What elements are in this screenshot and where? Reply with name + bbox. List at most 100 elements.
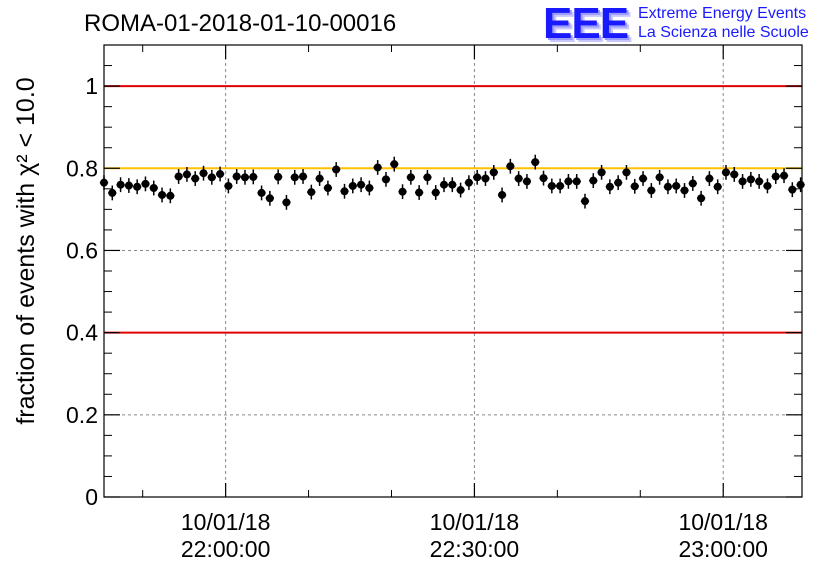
data-point bbox=[414, 185, 424, 200]
data-point bbox=[448, 177, 457, 193]
data-point bbox=[738, 174, 747, 189]
logo-line-2: La Scienza nelle Scuole bbox=[638, 24, 809, 41]
point-marker bbox=[373, 163, 382, 172]
data-point bbox=[506, 158, 515, 174]
data-point bbox=[663, 179, 673, 195]
plot-frame bbox=[103, 44, 803, 498]
point-marker bbox=[141, 179, 150, 188]
point-marker bbox=[697, 194, 706, 203]
point-marker bbox=[174, 172, 183, 181]
data-point bbox=[788, 182, 797, 198]
data-point bbox=[398, 184, 407, 200]
data-point bbox=[348, 178, 357, 194]
data-point bbox=[705, 171, 714, 186]
data-point bbox=[481, 171, 490, 186]
data-point bbox=[406, 169, 415, 185]
data-point bbox=[655, 169, 664, 185]
data-point bbox=[232, 169, 241, 184]
x-tick-date-label: 10/01/18 bbox=[678, 509, 768, 535]
data-point bbox=[207, 169, 216, 185]
data-point bbox=[564, 174, 573, 189]
point-marker bbox=[232, 172, 241, 181]
point-marker bbox=[473, 173, 482, 182]
x-tick-time-label: 22:00:00 bbox=[181, 536, 271, 562]
data-point bbox=[497, 187, 507, 203]
point-marker bbox=[564, 177, 573, 186]
point-marker bbox=[489, 168, 498, 177]
data-point bbox=[240, 169, 250, 185]
data-point bbox=[166, 188, 175, 204]
point-marker bbox=[721, 168, 730, 177]
point-marker bbox=[182, 170, 191, 179]
point-marker bbox=[655, 173, 664, 182]
point-marker bbox=[713, 182, 722, 191]
point-marker bbox=[589, 176, 598, 185]
point-marker bbox=[423, 173, 432, 182]
point-marker bbox=[431, 188, 440, 197]
x-tick-date-label: 10/01/18 bbox=[430, 509, 520, 535]
data-point bbox=[249, 169, 258, 185]
data-point bbox=[124, 178, 134, 193]
point-marker bbox=[531, 158, 540, 167]
y-tick-label: 0.4 bbox=[66, 320, 98, 346]
logo-line-1: Extreme Energy Events bbox=[638, 5, 807, 22]
data-point bbox=[580, 193, 590, 209]
point-marker bbox=[522, 177, 531, 186]
point-marker bbox=[124, 181, 133, 190]
point-marker bbox=[630, 182, 639, 191]
eee-logo: EEE bbox=[543, 0, 629, 48]
point-marker bbox=[307, 188, 316, 197]
point-marker bbox=[614, 178, 623, 187]
point-marker bbox=[365, 183, 374, 192]
x-tick-time-label: 22:30:00 bbox=[430, 536, 520, 562]
data-point bbox=[572, 174, 581, 189]
y-tick-label: 0 bbox=[85, 484, 98, 510]
data-point bbox=[182, 167, 192, 182]
point-marker bbox=[398, 187, 407, 196]
point-marker bbox=[672, 181, 681, 190]
point-marker bbox=[498, 190, 507, 199]
data-point bbox=[696, 190, 706, 206]
point-marker bbox=[514, 174, 523, 183]
point-marker bbox=[323, 183, 332, 192]
point-marker bbox=[738, 177, 747, 186]
point-marker bbox=[464, 178, 473, 187]
point-marker bbox=[572, 177, 581, 186]
data-point bbox=[680, 183, 689, 198]
data-point bbox=[522, 174, 532, 189]
chart-title: ROMA-01-2018-01-10-00016 bbox=[84, 10, 397, 37]
point-marker bbox=[332, 165, 341, 174]
point-marker bbox=[207, 173, 216, 182]
point-marker bbox=[771, 172, 780, 181]
data-point bbox=[365, 180, 374, 196]
point-marker bbox=[506, 162, 515, 171]
point-marker bbox=[315, 174, 324, 183]
data-point bbox=[215, 166, 225, 182]
point-marker bbox=[763, 181, 772, 190]
point-marker bbox=[705, 174, 714, 183]
data-point bbox=[390, 156, 399, 172]
point-marker bbox=[580, 197, 589, 206]
data-point bbox=[340, 183, 349, 199]
data-point bbox=[555, 178, 565, 194]
data-point bbox=[356, 177, 366, 193]
point-marker bbox=[249, 172, 258, 181]
data-point bbox=[431, 185, 440, 200]
data-point bbox=[423, 169, 432, 185]
data-point bbox=[730, 167, 739, 182]
data-point bbox=[332, 162, 341, 177]
point-marker bbox=[282, 198, 291, 207]
point-marker bbox=[390, 160, 399, 169]
point-marker bbox=[274, 172, 283, 181]
x-tick-date-label: 10/01/18 bbox=[181, 509, 271, 535]
point-marker bbox=[357, 180, 366, 189]
data-point bbox=[539, 170, 548, 186]
y-tick-label: 0.2 bbox=[66, 402, 98, 428]
data-point bbox=[746, 171, 756, 187]
reference-lines bbox=[104, 85, 802, 334]
point-marker bbox=[448, 180, 457, 189]
axis-labels: 00.20.40.60.8110/01/1822:00:0010/01/1822… bbox=[12, 73, 768, 562]
data-point bbox=[514, 171, 523, 186]
grid-lines bbox=[104, 45, 802, 497]
data-point bbox=[464, 175, 474, 191]
